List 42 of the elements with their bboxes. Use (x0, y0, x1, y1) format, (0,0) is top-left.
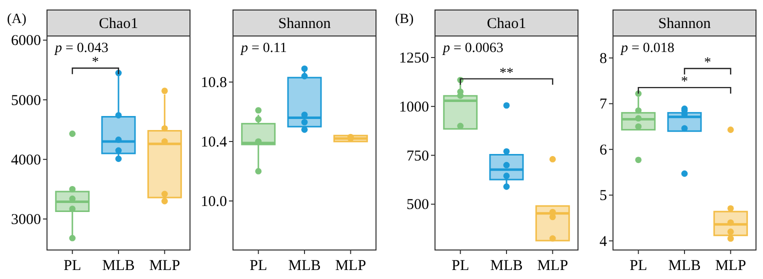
y-tick-label: 750 (406, 148, 429, 164)
y-tick-label: 4 (600, 234, 608, 250)
x-tick-label: PL (630, 258, 648, 274)
y-tick-label: 500 (406, 197, 429, 214)
y-tick-label: 10.4 (200, 134, 228, 151)
text: (A) (7, 12, 27, 27)
y-tick-label: 1000 (399, 99, 429, 116)
y-tick-label: 4000 (11, 152, 41, 168)
x-tick-label: MLB (668, 258, 701, 274)
annotation: p = 0.018 (620, 41, 674, 56)
y-tick-label: 6 (600, 142, 608, 158)
x-tick-label: MLB (102, 258, 135, 274)
y-tick-label: 5 (600, 188, 607, 204)
text: (B) (395, 12, 414, 27)
chart-title: Shannon (658, 16, 712, 32)
annotation: * (92, 55, 99, 70)
x-tick-label: PL (250, 258, 268, 274)
annotation: p = 0.0063 (442, 41, 504, 56)
y-tick-label: 7 (600, 96, 608, 113)
annotation: p = 0.043 (54, 41, 108, 56)
y-tick-label: 3000 (11, 212, 41, 228)
x-tick-label: MLP (715, 258, 746, 274)
chart-title: Shannon (278, 16, 332, 32)
y-tick-label: 5000 (11, 92, 41, 109)
x-tick-label: MLB (490, 258, 523, 274)
x-tick-label: MLB (288, 258, 321, 274)
x-tick-label: PL (64, 258, 82, 274)
y-tick-label: 1250 (399, 50, 429, 67)
y-tick-label: 10.8 (200, 75, 227, 92)
x-tick-label: PL (452, 258, 470, 274)
annotation: * (681, 74, 688, 90)
x-tick-label: MLP (537, 258, 568, 274)
annotation: ** (500, 66, 514, 81)
y-tick-label: 8 (600, 50, 607, 67)
x-tick-label: MLP (335, 258, 366, 274)
annotation: p = 0.11 (240, 41, 287, 56)
chart-title: Chao1 (98, 16, 138, 32)
x-tick-label: MLP (149, 258, 180, 274)
y-tick-label: 6000 (11, 33, 41, 50)
annotation: * (704, 56, 712, 71)
y-tick-label: 10.0 (200, 194, 227, 210)
chart-title: Chao1 (486, 16, 526, 32)
